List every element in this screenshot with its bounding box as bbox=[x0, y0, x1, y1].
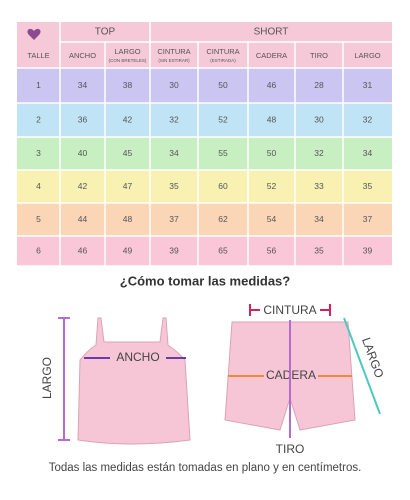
cell: 47 bbox=[123, 181, 133, 191]
cell: 4 bbox=[36, 181, 41, 191]
label-bg bbox=[110, 350, 166, 366]
cell: 37 bbox=[169, 214, 179, 224]
cell: 54 bbox=[267, 214, 277, 224]
column-header: CADERA bbox=[256, 51, 287, 60]
row-bg bbox=[17, 170, 392, 203]
cell: 38 bbox=[123, 80, 133, 90]
cell: 52 bbox=[267, 181, 277, 191]
cell: 65 bbox=[218, 245, 228, 255]
header-bg bbox=[17, 22, 392, 68]
label-tiro: TIRO bbox=[276, 442, 305, 456]
column-header: LARGO bbox=[114, 47, 140, 56]
column-header: CINTURA bbox=[206, 47, 239, 56]
cell: 35 bbox=[314, 245, 324, 255]
label-cintura: CINTURA bbox=[263, 303, 316, 317]
column-header: CINTURA bbox=[157, 47, 190, 56]
cell: 32 bbox=[314, 148, 324, 158]
cell: 46 bbox=[78, 245, 88, 255]
cell: 48 bbox=[267, 114, 277, 124]
cell: 60 bbox=[218, 181, 228, 191]
cell: 34 bbox=[169, 148, 179, 158]
column-note: (ESTIRADA) bbox=[210, 58, 236, 63]
group-short: SHORT bbox=[254, 27, 289, 38]
arrow bbox=[343, 317, 381, 415]
column-header: TALLE bbox=[27, 51, 49, 60]
cell: 30 bbox=[314, 114, 324, 124]
cell: 35 bbox=[169, 181, 179, 191]
cell: 55 bbox=[218, 148, 228, 158]
column-header: ANCHO bbox=[69, 51, 96, 60]
cell: 34 bbox=[314, 214, 324, 224]
label-bg bbox=[260, 302, 320, 318]
cell: 35 bbox=[363, 181, 373, 191]
group-top: TOP bbox=[95, 27, 116, 38]
top-illustration bbox=[77, 317, 191, 445]
column-note: (CON BRETELES) bbox=[109, 58, 147, 63]
cell: 5 bbox=[36, 214, 41, 224]
cell: 56 bbox=[267, 245, 277, 255]
cell: 48 bbox=[123, 214, 133, 224]
cell: 39 bbox=[363, 245, 373, 255]
cell: 33 bbox=[314, 181, 324, 191]
cell: 1 bbox=[36, 80, 41, 90]
footer: Todas las medidas están tomadas en plano… bbox=[49, 462, 362, 474]
column-header: TIRO bbox=[310, 51, 328, 60]
label-ancho: ANCHO bbox=[116, 350, 159, 364]
cell: 46 bbox=[267, 80, 277, 90]
row-bg bbox=[17, 236, 392, 266]
cell: 34 bbox=[363, 148, 373, 158]
cell: 34 bbox=[78, 80, 88, 90]
cell: 28 bbox=[314, 80, 324, 90]
row-bg bbox=[17, 103, 392, 137]
cell: 62 bbox=[218, 214, 228, 224]
cell: 40 bbox=[78, 148, 88, 158]
cell: 50 bbox=[218, 80, 228, 90]
cell: 37 bbox=[363, 214, 373, 224]
size-table: TOP SHORT TALLE ANCHO LARGO (CON BRETELES) CIN… bbox=[17, 22, 392, 267]
column-note: (SIN ESTIRAR) bbox=[158, 58, 190, 63]
cell: 52 bbox=[218, 114, 228, 124]
cell: 49 bbox=[123, 245, 133, 255]
cell: 3 bbox=[36, 148, 41, 158]
cell: 50 bbox=[267, 148, 277, 158]
row-bg bbox=[17, 203, 392, 236]
cell: 6 bbox=[36, 245, 41, 255]
cell: 30 bbox=[169, 80, 179, 90]
heart-icon bbox=[27, 28, 41, 40]
cell: 44 bbox=[78, 214, 88, 224]
heading: ¿Cómo tomar las medidas? bbox=[120, 273, 291, 288]
cell: 36 bbox=[78, 114, 88, 124]
cell: 42 bbox=[78, 181, 88, 191]
cell: 32 bbox=[169, 114, 179, 124]
row-bg bbox=[17, 68, 392, 103]
cell: 45 bbox=[123, 148, 133, 158]
column-header: LARGO bbox=[354, 51, 380, 60]
cell: 32 bbox=[363, 114, 373, 124]
cell: 2 bbox=[36, 114, 41, 124]
cell: 42 bbox=[123, 114, 133, 124]
label-largo-top: LARGO bbox=[40, 357, 54, 399]
cell: 31 bbox=[363, 80, 373, 90]
label-largo-short: LARGO bbox=[359, 336, 387, 380]
cell: 39 bbox=[169, 245, 179, 255]
row-bg bbox=[17, 137, 392, 170]
